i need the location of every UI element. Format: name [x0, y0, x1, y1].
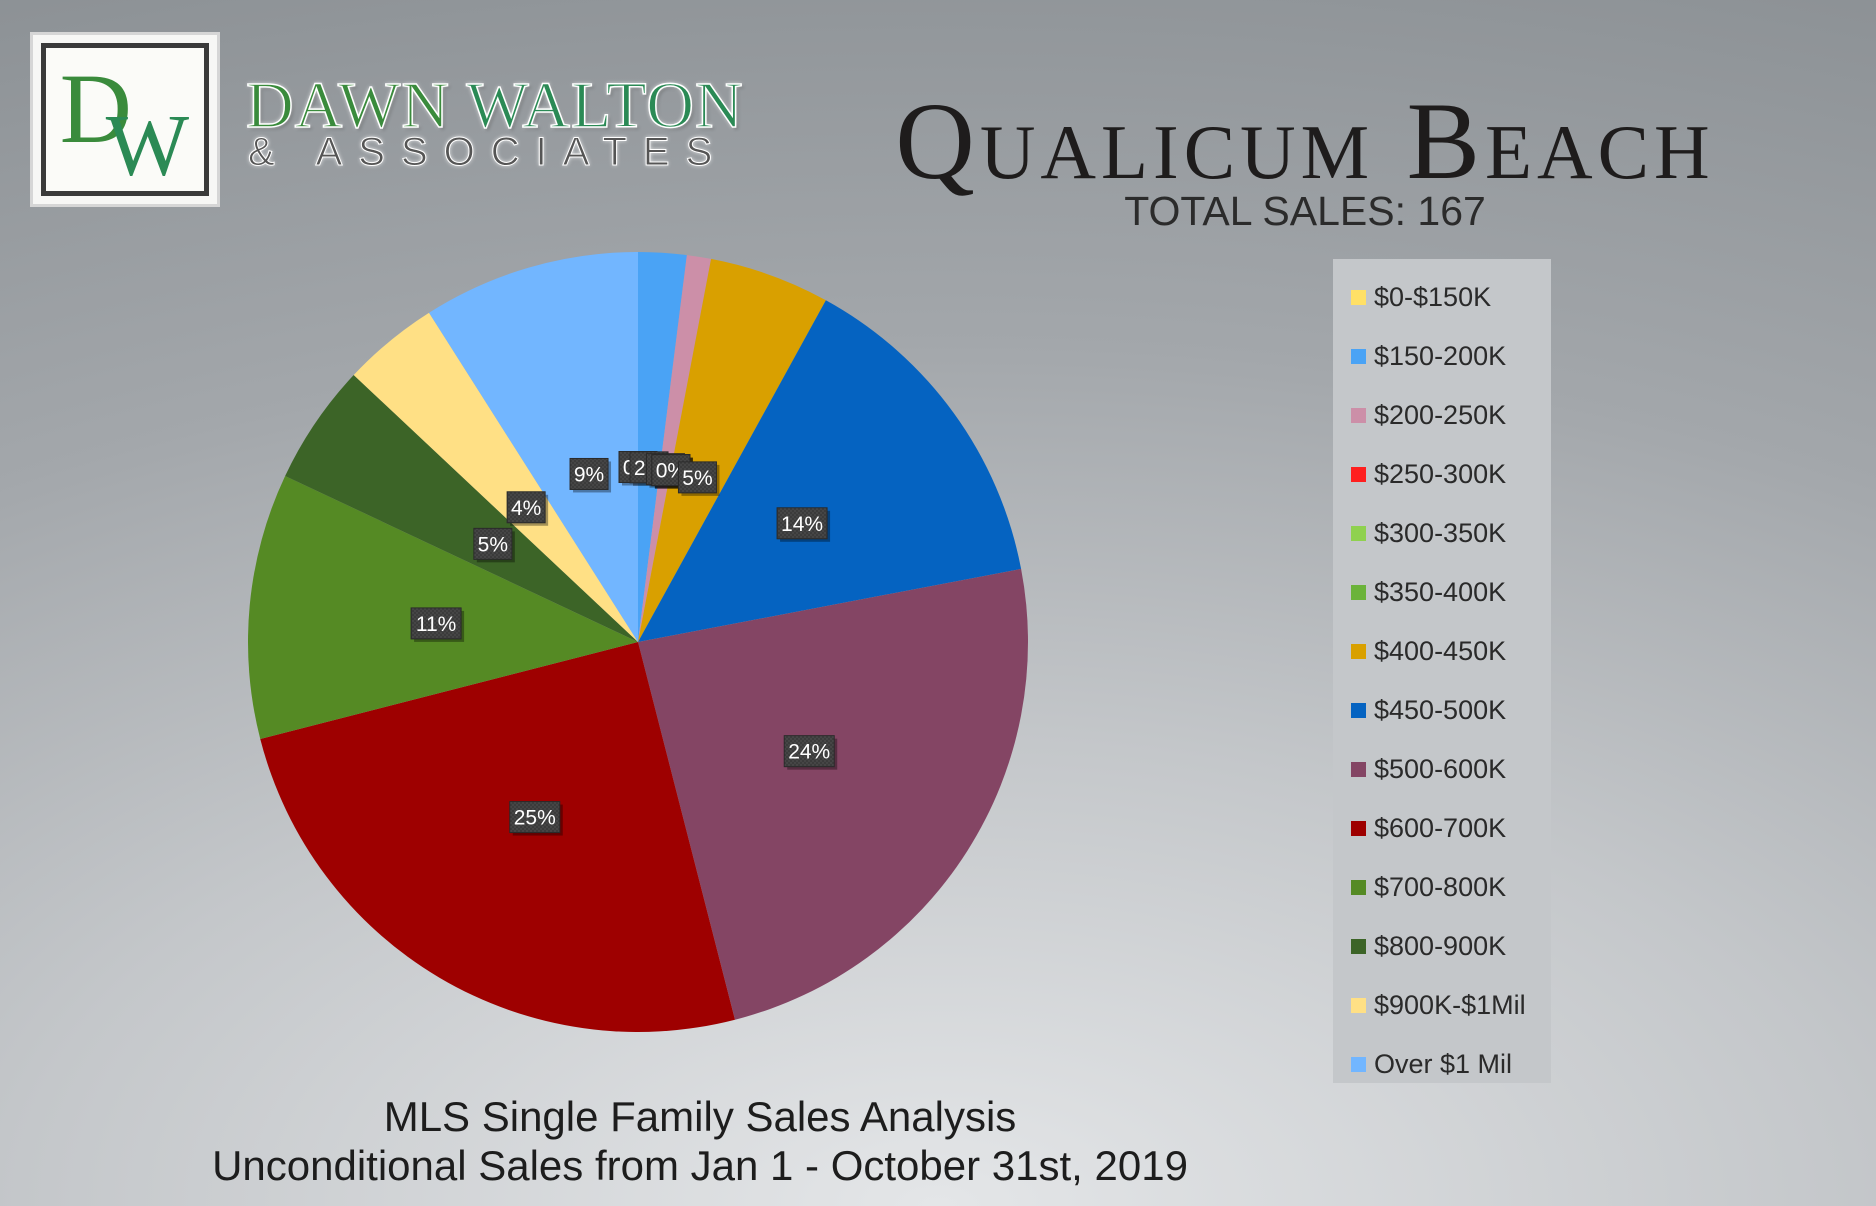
- pie-label-text: 5%: [478, 533, 508, 556]
- footer-title: MLS Single Family Sales Analysis: [383, 1093, 1017, 1140]
- pie-labels: 0%2%1%0%0%0%5%14%24%25%11%5%4%9%: [410, 451, 838, 836]
- pie-slice-200-250k: [638, 255, 712, 643]
- pie-slice-900k-1mil: [353, 312, 638, 642]
- pie-label-700-800k: 11%: [410, 607, 465, 642]
- chart-legend: $0-$150K $150-200K $200-250K $250-300K $300-…: [1333, 259, 1551, 1083]
- pie-slice-over-1-mil: [429, 252, 638, 642]
- pie-label-500-600k: 24%: [783, 735, 838, 770]
- legend-item-over-1-mil: Over $1 Mil: [1333, 1035, 1551, 1094]
- legend-item-500-600k: $500-600K: [1333, 740, 1551, 799]
- total-sales: TOTAL SALES: 167: [1124, 188, 1486, 234]
- pie-label-text: 4%: [511, 497, 541, 520]
- pie-label-800-900k: 5%: [473, 527, 515, 563]
- legend-swatch: [1351, 939, 1366, 954]
- legend-swatch: [1351, 644, 1366, 659]
- pie-label-400-450k: 5%: [677, 461, 720, 496]
- legend-label: $350-400K: [1374, 577, 1507, 607]
- legend-label: $200-250K: [1374, 400, 1507, 430]
- pie-label-600-700k: 25%: [509, 801, 563, 836]
- pie-label-over-1-mil: 9%: [569, 457, 612, 493]
- legend-item-900k-1mil: $900K-$1Mil: [1333, 976, 1551, 1035]
- pie-slice-450-500k: [638, 300, 1022, 642]
- page-title: Qualicum Beach: [895, 80, 1715, 202]
- legend-item-400-450k: $400-450K: [1333, 622, 1551, 681]
- legend-item-350-400k: $350-400K: [1333, 563, 1551, 622]
- pie-slice-600-700k: [260, 642, 735, 1032]
- legend-item-450-500k: $450-500K: [1333, 681, 1551, 740]
- legend-label: $900K-$1Mil: [1374, 990, 1526, 1020]
- brand-subtitle: & ASSOCIATES: [247, 130, 729, 175]
- pie-label-text: 11%: [416, 613, 456, 636]
- legend-swatch: [1351, 349, 1366, 364]
- pie-label-box: [783, 735, 835, 768]
- logo-frame: D W: [41, 43, 209, 196]
- legend-label: $250-300K: [1374, 459, 1507, 489]
- pie-label-text: 14%: [781, 513, 823, 536]
- legend-swatch: [1351, 703, 1366, 718]
- legend-item-200-250k: $200-250K: [1333, 386, 1551, 445]
- legend-label: $700-800K: [1374, 872, 1507, 902]
- monogram-w: W: [106, 97, 190, 191]
- legend-label: $450-500K: [1374, 695, 1507, 725]
- dw-monogram-logo: D W: [60, 53, 190, 191]
- brand-name: DAWN WALTON: [245, 68, 744, 144]
- legend-swatch: [1351, 1057, 1366, 1072]
- legend-swatch: [1351, 290, 1366, 305]
- pie-label-box: [473, 527, 513, 560]
- pie-slice-150-200k: [638, 252, 687, 642]
- legend-swatch: [1351, 408, 1366, 423]
- pie-label-450-500k: 14%: [776, 507, 831, 542]
- legend-swatch: [1351, 467, 1366, 482]
- legend-label: $500-600K: [1374, 754, 1507, 784]
- legend-label: $400-450K: [1374, 636, 1507, 666]
- brand-first-name: DAWN: [245, 68, 450, 143]
- legend-item-150-200k: $150-200K: [1333, 327, 1551, 386]
- legend-label: Over $1 Mil: [1374, 1049, 1513, 1079]
- pie-label-box: [509, 801, 561, 834]
- pie-label-box: [410, 607, 462, 640]
- pie-label-box: [569, 457, 609, 490]
- legend-label: $800-900K: [1374, 931, 1507, 961]
- pie-label-900k-1mil: 4%: [506, 491, 549, 526]
- legend-item-800-900k: $800-900K: [1333, 917, 1551, 976]
- pie-label-box: [776, 507, 828, 540]
- legend-label: $150-200K: [1374, 341, 1507, 371]
- pie-slice-800-900k: [285, 375, 638, 642]
- pie-label-box: [506, 491, 546, 524]
- pie-label-text: 25%: [514, 807, 556, 830]
- legend-swatch: [1351, 821, 1366, 836]
- legend-item-0-150k: $0-$150K: [1333, 268, 1551, 327]
- pie-slice-400-450k: [638, 258, 826, 642]
- pie-label-box: [677, 461, 717, 494]
- legend-item-300-350k: $300-350K: [1333, 504, 1551, 563]
- pie-slices: [248, 252, 1028, 1032]
- logo-box: D W: [30, 32, 220, 207]
- footer-subtitle: Unconditional Sales from Jan 1 - October…: [212, 1142, 1188, 1189]
- legend-swatch: [1351, 880, 1366, 895]
- legend-label: $0-$150K: [1374, 282, 1492, 312]
- brand-last-name: WALTON: [466, 68, 744, 143]
- pie-label-text: 9%: [574, 463, 604, 486]
- legend-label: $600-700K: [1374, 813, 1507, 843]
- legend-item-700-800k: $700-800K: [1333, 858, 1551, 917]
- legend-label: $300-350K: [1374, 518, 1507, 548]
- pie-label-text: 24%: [788, 741, 830, 764]
- legend-swatch: [1351, 585, 1366, 600]
- legend-swatch: [1351, 526, 1366, 541]
- legend-swatch: [1351, 762, 1366, 777]
- legend-item-250-300k: $250-300K: [1333, 445, 1551, 504]
- pie-label-text: 5%: [682, 467, 712, 490]
- legend-swatch: [1351, 998, 1366, 1013]
- legend-item-600-700k: $600-700K: [1333, 799, 1551, 858]
- pie-slice-500-600k: [638, 568, 1028, 1020]
- monogram-d: D: [60, 53, 132, 164]
